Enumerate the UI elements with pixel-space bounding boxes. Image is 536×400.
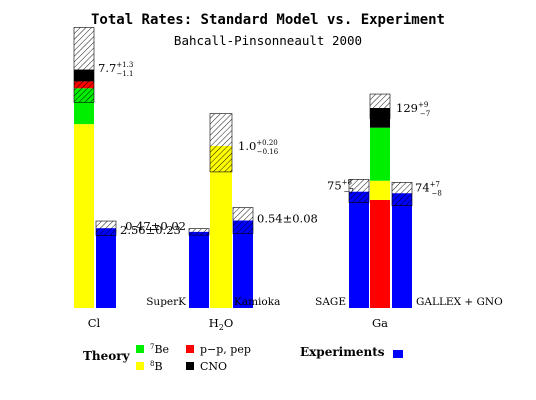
experiment-bar-gallex-gno [392, 193, 412, 308]
experiment-bar-kamioka [233, 220, 253, 308]
experiment-name-superk: SuperK [146, 296, 186, 308]
experiment-error-sage [348, 179, 370, 203]
legend-label-pp_pep: p−p, pep [200, 343, 251, 356]
theory-segment-ga-b8 [370, 180, 390, 200]
experiment-error-cl [95, 220, 117, 236]
theory-label-cl: 7.7+1.3 −1.1 [98, 61, 133, 78]
experiment-name-gallex-gno: GALLEX + GNO [416, 296, 503, 308]
experiment-name-kamioka: Kamioka [234, 296, 280, 308]
experiment-label-sage: 75+8 −7 [327, 179, 354, 196]
experiment-error-gallex-gno [391, 182, 413, 206]
category-label-ga: Ga [372, 316, 388, 330]
theory-segment-h2o-b8 [210, 146, 232, 308]
legend-swatch-experiment [393, 350, 403, 358]
experiment-name-sage: SAGE [315, 296, 346, 308]
experiment-error-kamioka [232, 207, 254, 234]
chart-title: Total Rates: Standard Model vs. Experime… [90, 12, 445, 28]
theory-label-ga: 129+9 −7 [396, 101, 430, 118]
theory-segment-ga-pp_pep [370, 199, 390, 308]
chart-subtitle: Bahcall-Pinsonneault 2000 [173, 33, 363, 48]
theory-error-ga [369, 93, 391, 120]
experiment-bar-superk [189, 231, 209, 308]
legend-swatch-cno [186, 362, 194, 370]
legend-experiments-title: Experiments [300, 345, 385, 359]
theory-segment-cl-b8 [74, 124, 94, 308]
legend-theory-title: Theory [83, 349, 131, 363]
theory-label-h2o: 1.0+0.20 −0.16 [238, 139, 279, 156]
legend-label-cno: CNO [200, 360, 227, 373]
experiment-label-kamioka: 0.54±0.08 [257, 212, 318, 226]
theory-segment-ga-be7 [370, 127, 390, 181]
legend-swatch-pp_pep [186, 345, 194, 353]
legend-label-b8: 8B [150, 360, 163, 373]
legend-label-be7: 7Be [150, 343, 169, 356]
theory-error-h2o [209, 113, 233, 173]
legend-swatch-be7 [136, 345, 144, 353]
legend-swatch-b8 [136, 362, 144, 370]
experiment-error-superk [188, 228, 210, 236]
experiment-label-cl: 2.56±0.23 [120, 223, 181, 237]
experiment-label-gallex-gno: 74+7 −8 [415, 180, 442, 197]
experiment-bar-sage [349, 191, 369, 308]
experiment-bar-cl [96, 228, 116, 308]
theory-error-cl [73, 27, 95, 103]
category-label-cl: Cl [88, 316, 101, 330]
experiment-label-superk: 0.47±0.02 [125, 219, 186, 233]
category-label-h2o: H2O [209, 316, 234, 332]
